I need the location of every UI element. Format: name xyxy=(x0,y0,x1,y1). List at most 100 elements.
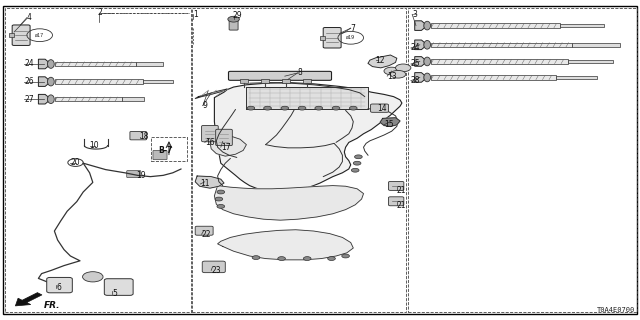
FancyBboxPatch shape xyxy=(130,132,147,140)
Bar xyxy=(240,79,248,83)
Bar xyxy=(431,59,568,64)
Text: 15: 15 xyxy=(384,120,394,129)
Bar xyxy=(431,23,561,28)
Bar xyxy=(151,137,187,161)
Text: FR.: FR. xyxy=(44,301,60,310)
Text: 29: 29 xyxy=(232,12,242,20)
Circle shape xyxy=(278,257,285,260)
FancyBboxPatch shape xyxy=(12,25,30,45)
FancyBboxPatch shape xyxy=(216,129,232,146)
Circle shape xyxy=(217,190,225,194)
Text: 21: 21 xyxy=(397,201,406,210)
Polygon shape xyxy=(415,40,424,50)
FancyBboxPatch shape xyxy=(153,150,167,160)
Bar xyxy=(431,43,572,47)
FancyBboxPatch shape xyxy=(388,181,404,190)
FancyBboxPatch shape xyxy=(371,104,388,112)
FancyArrow shape xyxy=(15,292,42,306)
FancyBboxPatch shape xyxy=(388,197,404,206)
Bar xyxy=(282,79,290,83)
Text: ø17: ø17 xyxy=(35,33,44,38)
Text: T0A4E0700: T0A4E0700 xyxy=(596,307,635,313)
Text: 8: 8 xyxy=(298,68,302,77)
FancyBboxPatch shape xyxy=(104,279,133,295)
Text: 14: 14 xyxy=(378,104,387,113)
Circle shape xyxy=(247,106,255,110)
FancyBboxPatch shape xyxy=(202,125,218,142)
Polygon shape xyxy=(195,89,227,99)
Polygon shape xyxy=(38,59,48,69)
Text: 10: 10 xyxy=(90,141,99,150)
Polygon shape xyxy=(214,83,402,193)
Text: 26: 26 xyxy=(24,77,34,86)
Text: 18: 18 xyxy=(140,132,149,141)
Bar xyxy=(55,79,143,84)
Text: 20: 20 xyxy=(70,158,80,167)
Circle shape xyxy=(390,70,406,78)
FancyBboxPatch shape xyxy=(323,28,341,48)
Text: 5: 5 xyxy=(112,289,117,298)
Circle shape xyxy=(303,257,311,260)
FancyBboxPatch shape xyxy=(47,277,72,293)
Circle shape xyxy=(215,197,223,201)
Circle shape xyxy=(328,257,335,260)
Circle shape xyxy=(228,16,239,22)
Text: 27: 27 xyxy=(24,95,34,104)
Ellipse shape xyxy=(47,77,54,86)
Circle shape xyxy=(349,106,357,110)
Bar xyxy=(261,79,269,83)
Text: 25: 25 xyxy=(411,60,420,68)
Bar xyxy=(192,8,406,312)
Text: 1: 1 xyxy=(193,10,198,19)
FancyBboxPatch shape xyxy=(228,71,332,80)
Ellipse shape xyxy=(47,60,54,68)
Ellipse shape xyxy=(424,73,431,82)
Circle shape xyxy=(384,67,399,75)
Bar xyxy=(556,76,597,79)
Polygon shape xyxy=(218,230,353,260)
Polygon shape xyxy=(38,77,48,86)
Bar xyxy=(568,60,613,63)
Ellipse shape xyxy=(47,95,54,104)
Polygon shape xyxy=(195,176,224,188)
Bar xyxy=(55,62,136,66)
Text: 11: 11 xyxy=(200,180,210,188)
Ellipse shape xyxy=(424,57,431,66)
Text: 16: 16 xyxy=(205,138,214,147)
Text: 6: 6 xyxy=(56,284,61,292)
Circle shape xyxy=(315,106,323,110)
Polygon shape xyxy=(415,21,424,30)
Text: 24: 24 xyxy=(24,60,34,68)
Polygon shape xyxy=(214,186,364,220)
Bar xyxy=(122,98,144,101)
Circle shape xyxy=(217,204,225,208)
Text: 13: 13 xyxy=(387,72,397,81)
Text: 9: 9 xyxy=(203,101,208,110)
Ellipse shape xyxy=(424,41,431,49)
Bar xyxy=(246,87,368,109)
Circle shape xyxy=(252,256,260,260)
Text: 24: 24 xyxy=(411,44,420,52)
Text: B-7: B-7 xyxy=(159,146,173,155)
Text: ø19: ø19 xyxy=(346,35,355,40)
Bar xyxy=(408,8,637,312)
Circle shape xyxy=(83,272,103,282)
Polygon shape xyxy=(38,94,48,104)
Circle shape xyxy=(264,106,271,110)
Polygon shape xyxy=(415,57,424,66)
Ellipse shape xyxy=(424,21,431,30)
Circle shape xyxy=(353,161,361,165)
Text: 28: 28 xyxy=(411,76,420,85)
Polygon shape xyxy=(368,55,397,68)
Text: 2: 2 xyxy=(98,8,102,17)
Text: 12: 12 xyxy=(376,56,385,65)
Text: 22: 22 xyxy=(202,230,211,239)
Bar xyxy=(431,75,556,80)
Text: 21: 21 xyxy=(397,186,406,195)
Circle shape xyxy=(355,155,362,159)
Text: 19: 19 xyxy=(136,172,146,180)
Bar xyxy=(143,80,173,83)
FancyBboxPatch shape xyxy=(127,171,141,178)
Circle shape xyxy=(332,106,340,110)
FancyBboxPatch shape xyxy=(202,261,225,273)
